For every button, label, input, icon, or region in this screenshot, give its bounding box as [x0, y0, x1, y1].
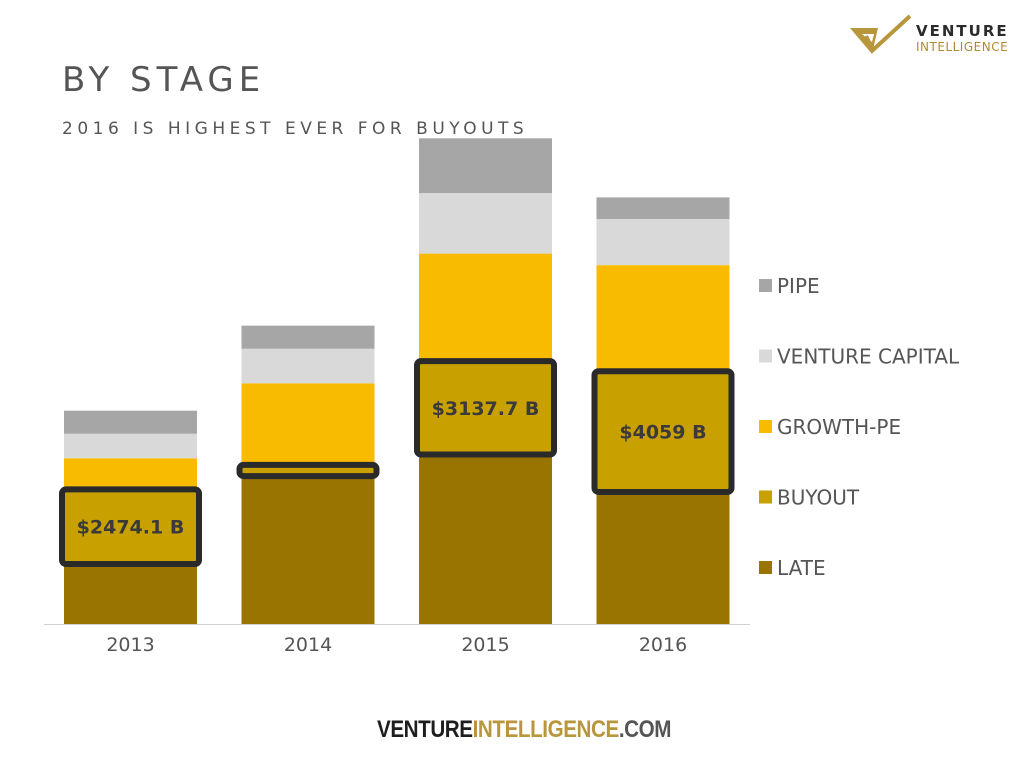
- legend-label-pipe: PIPE: [777, 274, 820, 298]
- bar-pipe-2016: [596, 197, 730, 220]
- highlight-box-2016: [591, 368, 735, 495]
- legend-swatch-buyout: [759, 490, 772, 504]
- bar-pipe-2014: [241, 325, 375, 349]
- stacked-bar-chart: $2474.1 B 2013 2014 $3137.7 B 2015 $4059 B 201…: [44, 138, 960, 656]
- bar-pipe-2013: [64, 410, 197, 434]
- legend-swatch-pipe: [759, 279, 772, 292]
- x-tick-label-2014: 2014: [284, 634, 332, 656]
- legend-label-buyout: BUYOUT: [777, 486, 860, 510]
- bar-venture-capital-2016: [596, 219, 730, 266]
- bar-late-2016: [596, 489, 730, 624]
- legend-label-growth-pe: GROWTH-PE: [777, 415, 901, 439]
- chart-subtitle: 2016 IS HIGHEST EVER FOR BUYOUTS: [62, 119, 529, 139]
- footer-brand: VENTUREINTELLIGENCE.COM: [377, 716, 671, 744]
- data-label-2016: $4059 B: [619, 422, 706, 444]
- x-tick-label-2013: 2013: [106, 634, 154, 656]
- bar-late-2015: [419, 452, 552, 624]
- x-tick-label-2016: 2016: [639, 634, 687, 656]
- bar-venture-capital-2014: [241, 348, 375, 384]
- venture-intelligence-logo: VENTURE INTELLIGENCE: [848, 14, 1018, 58]
- bar-venture-capital-2013: [64, 433, 197, 459]
- bar-growth-pe-2013: [64, 458, 197, 492]
- legend-label-late: LATE: [777, 556, 826, 580]
- data-label-2015: $3137.7 B: [432, 398, 540, 420]
- bar-growth-pe-2014: [241, 383, 375, 467]
- legend-label-venture-capital: VENTURE CAPITAL: [777, 345, 960, 369]
- x-tick-label-2015: 2015: [461, 634, 509, 656]
- logo-v-icon: [850, 14, 912, 54]
- bar-venture-capital-2015: [419, 193, 552, 254]
- bar-late-2013: [64, 562, 197, 624]
- footer-venture: VENTURE: [377, 716, 473, 743]
- legend-swatch-late: [759, 561, 772, 574]
- bar-buyout-2013: [64, 491, 197, 563]
- bar-late-2014: [241, 474, 375, 624]
- legend-swatch-venture-capital: [759, 349, 772, 363]
- bar-growth-pe-2016: [596, 265, 730, 374]
- bar-buyout-2016: [596, 373, 730, 490]
- logo-text-intelligence: INTELLIGENCE: [916, 40, 1009, 54]
- bar-buyout-2014: [241, 466, 375, 475]
- bar-pipe-2015: [419, 138, 552, 194]
- bar-buyout-2015: [419, 363, 552, 453]
- highlight-box-2014: [236, 461, 380, 480]
- highlight-box-2015: [414, 358, 557, 458]
- footer-intelligence: INTELLIGENCE: [472, 716, 620, 743]
- data-label-2013: $2474.1 B: [77, 517, 185, 539]
- footer-dotcom: .COM: [618, 716, 672, 743]
- bar-growth-pe-2015: [419, 253, 552, 364]
- legend-swatch-growth-pe: [759, 420, 772, 433]
- logo-text-venture: VENTURE: [916, 22, 1009, 40]
- chart-title: BY STAGE: [62, 60, 266, 100]
- highlight-box-2013: [59, 486, 202, 568]
